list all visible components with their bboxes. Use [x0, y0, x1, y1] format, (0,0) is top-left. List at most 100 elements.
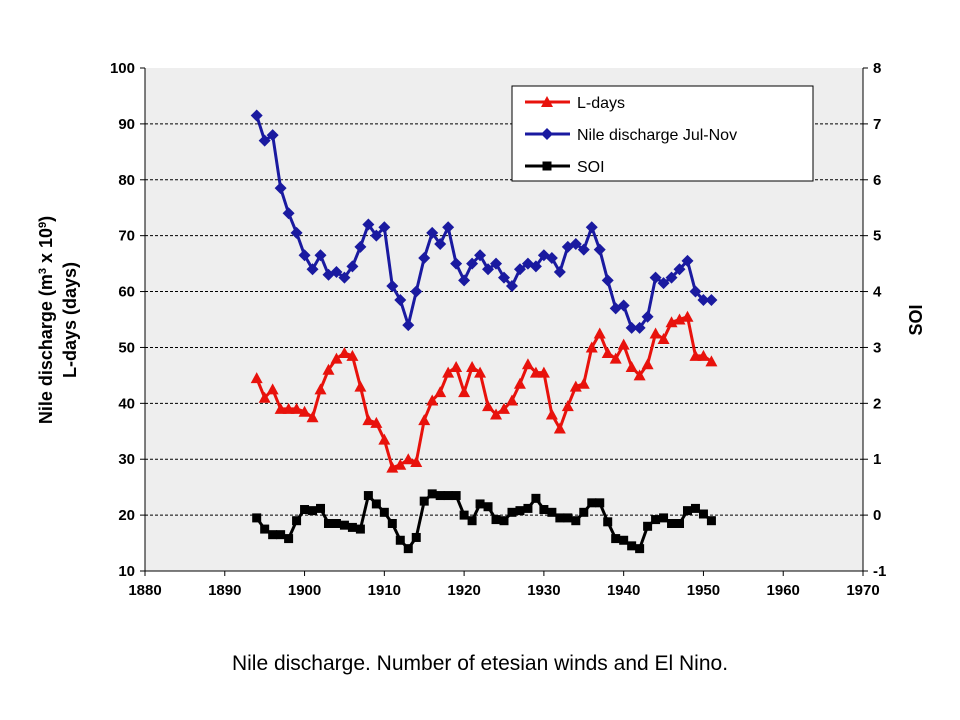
data-point — [651, 515, 661, 525]
data-point — [667, 518, 677, 528]
data-point — [689, 285, 702, 298]
data-point — [394, 458, 407, 470]
data-point — [370, 229, 383, 242]
x-tick-label: 1890 — [208, 582, 241, 599]
legend-swatch-marker — [541, 96, 553, 107]
data-point — [609, 352, 622, 364]
data-point — [252, 513, 262, 523]
data-point — [617, 338, 630, 350]
left-tick-label: 30 — [118, 451, 135, 468]
left-axis-title-line2: L-days (days) — [60, 262, 80, 378]
data-point — [617, 299, 630, 312]
data-point — [306, 263, 319, 276]
data-point — [292, 516, 302, 526]
x-tick-label: 1940 — [607, 582, 640, 599]
left-tick-label: 40 — [118, 395, 135, 412]
data-point — [290, 226, 303, 239]
data-point — [507, 507, 517, 517]
data-point — [619, 535, 629, 545]
data-point — [386, 461, 399, 473]
data-point — [633, 321, 646, 334]
data-point — [442, 221, 455, 234]
data-point — [346, 349, 359, 361]
data-point — [418, 252, 431, 265]
left-tick-label: 90 — [118, 116, 135, 133]
data-point — [579, 507, 589, 517]
data-point — [601, 274, 614, 287]
x-axis-ticks: 1880 1890 1900 1910 1920 1930 1940 1950 1960 1970 — [128, 571, 880, 599]
right-tick-label: 8 — [873, 60, 881, 77]
data-point — [665, 271, 678, 284]
series-soi — [252, 489, 716, 554]
data-point — [354, 240, 367, 253]
data-point — [402, 319, 415, 332]
data-point — [705, 293, 718, 306]
data-point — [523, 503, 533, 513]
data-point — [643, 521, 653, 531]
series-layer — [250, 109, 718, 554]
right-axis-title: SOI — [906, 304, 926, 335]
data-point — [513, 263, 526, 276]
data-point — [258, 391, 271, 403]
data-point — [378, 433, 391, 445]
data-point — [459, 510, 469, 520]
data-point — [276, 530, 286, 540]
legend-swatch-marker — [542, 161, 552, 171]
data-point — [547, 507, 557, 517]
data-point — [498, 402, 510, 414]
data-point — [625, 321, 638, 334]
data-point — [284, 534, 294, 544]
data-point — [290, 402, 303, 414]
data-point — [595, 498, 605, 508]
x-tick-label: 1950 — [687, 582, 720, 599]
legend: L-days Nile discharge Jul-Nov SOI — [511, 85, 814, 182]
data-point — [300, 505, 310, 515]
data-point — [673, 313, 686, 325]
data-point — [490, 257, 503, 270]
data-point — [577, 377, 590, 389]
data-point — [698, 509, 708, 519]
data-point — [553, 265, 566, 278]
left-tick-label: 60 — [118, 284, 135, 301]
data-point — [316, 503, 326, 513]
left-axis-title-line1: Nile discharge (m3 x 109) — [36, 216, 56, 424]
data-point — [410, 456, 423, 468]
data-point — [331, 518, 341, 528]
right-tick-label: -1 — [873, 563, 886, 580]
data-point — [355, 524, 365, 534]
data-point — [706, 516, 716, 526]
data-point — [308, 506, 318, 516]
data-point — [260, 524, 270, 534]
left-axis-title-mid: x 10 — [36, 228, 56, 268]
data-point — [635, 544, 645, 554]
data-point — [298, 249, 311, 262]
data-point — [587, 498, 597, 508]
data-point — [347, 522, 357, 532]
data-point — [697, 293, 710, 306]
data-point — [266, 383, 279, 395]
data-point — [362, 414, 375, 426]
data-point — [665, 316, 678, 328]
data-point — [426, 394, 439, 406]
data-point — [378, 221, 391, 234]
legend-items: L-days Nile discharge Jul-Nov SOI — [525, 95, 737, 176]
data-point — [531, 493, 541, 503]
data-point — [561, 400, 574, 412]
data-point — [659, 513, 669, 523]
data-point — [338, 271, 351, 284]
data-point — [697, 349, 710, 361]
data-point — [466, 361, 479, 373]
data-point — [443, 491, 453, 501]
x-tick-label: 1960 — [767, 582, 800, 599]
data-point — [434, 386, 447, 398]
data-point — [474, 366, 487, 378]
data-point — [250, 109, 263, 122]
right-tick-label: 2 — [873, 395, 881, 412]
data-point — [585, 341, 598, 353]
data-point — [641, 310, 654, 323]
data-point — [537, 366, 550, 378]
data-point — [545, 252, 558, 265]
left-tick-label: 70 — [118, 228, 135, 245]
data-point — [649, 327, 662, 339]
x-tick-label: 1930 — [527, 582, 560, 599]
